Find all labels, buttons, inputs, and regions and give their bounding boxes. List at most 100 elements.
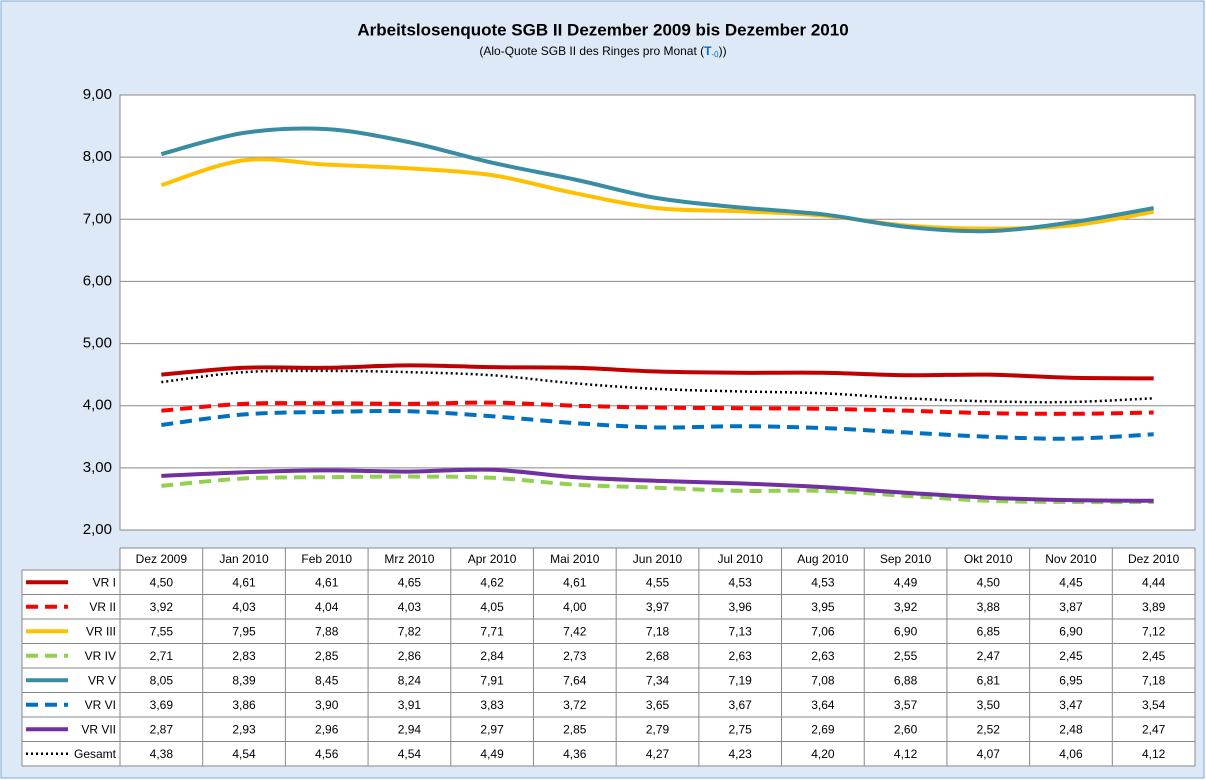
table-value: 3,47 (1059, 698, 1083, 712)
table-value: 2,94 (398, 722, 422, 736)
x-tick-label: Aug 2010 (797, 552, 849, 566)
table-value: 3,92 (150, 600, 174, 614)
table-value: 4,50 (150, 575, 174, 589)
legend-label: Gesamt (74, 747, 117, 761)
table-value: 2,75 (729, 722, 753, 736)
table-value: 3,91 (398, 698, 422, 712)
x-tick-label: Nov 2010 (1045, 552, 1097, 566)
table-value: 3,88 (977, 600, 1001, 614)
table-value: 2,48 (1059, 722, 1083, 736)
table-value: 2,87 (150, 722, 174, 736)
table-value: 7,88 (315, 624, 339, 638)
subtitle-end: )) (719, 44, 727, 58)
table-value: 7,42 (563, 624, 587, 638)
table-value: 6,81 (977, 673, 1001, 687)
table-value: 2,55 (894, 649, 918, 663)
table-value: 2,47 (977, 649, 1001, 663)
table-value: 3,95 (811, 600, 835, 614)
subtitle-highlight: T (704, 44, 712, 58)
y-tick-label: 4,00 (83, 397, 112, 414)
table-value: 4,49 (894, 575, 918, 589)
table-value: 2,96 (315, 722, 339, 736)
table-value: 3,83 (480, 698, 504, 712)
table-value: 4,36 (563, 747, 587, 761)
table-value: 2,63 (729, 649, 753, 663)
x-tick-label: Jun 2010 (633, 552, 683, 566)
table-value: 3,65 (646, 698, 670, 712)
table-value: 4,23 (729, 747, 753, 761)
table-value: 3,97 (646, 600, 670, 614)
table-value: 4,62 (480, 575, 504, 589)
table-value: 4,54 (398, 747, 422, 761)
legend-label: VR I (93, 575, 116, 589)
table-value: 7,55 (150, 624, 174, 638)
table-value: 7,82 (398, 624, 422, 638)
table-value: 7,64 (563, 673, 587, 687)
table-value: 3,50 (977, 698, 1001, 712)
table-value: 2,86 (398, 649, 422, 663)
y-tick-label: 9,00 (83, 86, 112, 103)
legend-label: VR VII (81, 722, 116, 736)
table-value: 2,97 (480, 722, 504, 736)
legend-label: VR II (89, 600, 116, 614)
table-value: 4,27 (646, 747, 670, 761)
y-tick-label: 8,00 (83, 148, 112, 165)
table-value: 7,91 (480, 673, 504, 687)
table-value: 2,63 (811, 649, 835, 663)
table-value: 6,90 (894, 624, 918, 638)
table-value: 7,13 (729, 624, 753, 638)
table-value: 8,45 (315, 673, 339, 687)
x-tick-label: Feb 2010 (301, 552, 352, 566)
table-value: 4,50 (977, 575, 1001, 589)
table-value: 4,49 (480, 747, 504, 761)
table-value: 7,71 (480, 624, 504, 638)
x-tick-label: Mrz 2010 (384, 552, 434, 566)
table-value: 6,85 (977, 624, 1001, 638)
series-line (161, 467, 1154, 503)
table-value: 4,12 (894, 747, 918, 761)
table-value: 4,61 (315, 575, 339, 589)
x-tick-label: Okt 2010 (964, 552, 1013, 566)
chart-title: Arbeitslosenquote SGB II Dezember 2009 b… (357, 20, 848, 39)
table-value: 2,52 (977, 722, 1001, 736)
table-value: 6,95 (1059, 673, 1083, 687)
table-value: 4,05 (480, 600, 504, 614)
table-value: 3,57 (894, 698, 918, 712)
table-value: 7,06 (811, 624, 835, 638)
table-value: 2,85 (315, 649, 339, 663)
y-tick-label: 6,00 (83, 272, 112, 289)
series-line (160, 126, 1154, 234)
series-line (161, 369, 1154, 404)
table-value: 4,61 (563, 575, 587, 589)
y-tick-label: 7,00 (83, 210, 112, 227)
y-tick-label: 2,00 (83, 521, 112, 538)
table-value: 4,53 (729, 575, 753, 589)
table-value: 4,53 (811, 575, 835, 589)
table-value: 4,03 (232, 600, 256, 614)
table-value: 2,73 (563, 649, 587, 663)
table-value: 2,84 (480, 649, 504, 663)
table-value: 3,72 (563, 698, 587, 712)
table-value: 7,08 (811, 673, 835, 687)
table-value: 7,34 (646, 673, 670, 687)
table-value: 2,45 (1059, 649, 1083, 663)
legend-label: VR IV (85, 649, 116, 663)
table-value: 7,18 (1142, 673, 1166, 687)
legend-label: VR V (88, 673, 116, 687)
table-value: 7,19 (729, 673, 753, 687)
table-value: 2,60 (894, 722, 918, 736)
series-line (161, 474, 1154, 505)
table-value: 7,12 (1142, 624, 1166, 638)
table-value: 3,86 (232, 698, 256, 712)
table-value: 4,12 (1142, 747, 1166, 761)
table-value: 8,24 (398, 673, 422, 687)
table-value: 3,92 (894, 600, 918, 614)
table-value: 7,95 (232, 624, 256, 638)
subtitle-subscript: -0 (711, 50, 719, 59)
x-tick-label: Dez 2010 (1128, 552, 1180, 566)
legend-label: VR VI (85, 698, 116, 712)
table-value: 3,64 (811, 698, 835, 712)
table-value: 2,45 (1142, 649, 1166, 663)
